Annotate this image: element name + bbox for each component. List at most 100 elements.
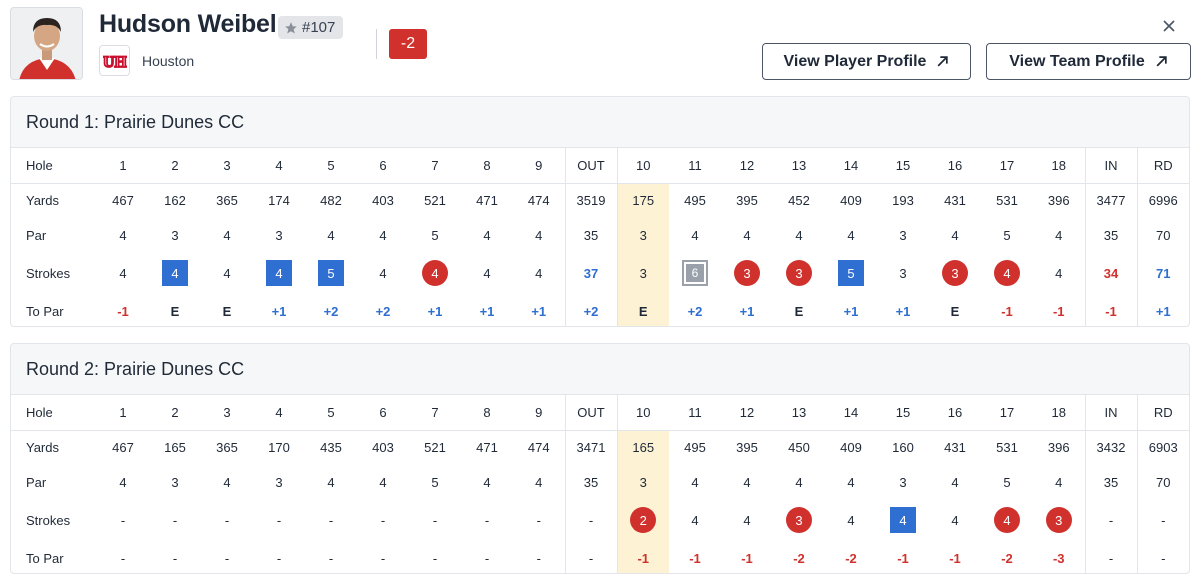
hole-number: 7 xyxy=(431,404,439,420)
stroke-value: - xyxy=(1161,512,1166,528)
score-cell: 474 xyxy=(513,430,565,465)
score-cell: 431 xyxy=(929,430,981,465)
yards-value: 474 xyxy=(527,440,550,456)
par-value: 4 xyxy=(951,228,959,243)
yards-value: 174 xyxy=(268,193,290,209)
close-icon xyxy=(1163,20,1175,32)
row-label: Strokes xyxy=(26,512,71,528)
yards-value: 431 xyxy=(944,440,966,456)
score-cell: 8 xyxy=(461,148,513,184)
score-cell: 11 xyxy=(669,148,721,184)
score-cell: 3 xyxy=(149,465,201,500)
hole-number: OUT xyxy=(577,157,605,173)
score-cell: -1 xyxy=(669,540,721,573)
score-cell: 4 xyxy=(409,253,461,293)
to-par-value: - xyxy=(172,550,178,566)
score-cell: 5 xyxy=(305,395,357,431)
par-value: 5 xyxy=(1003,475,1011,490)
score-cell: - xyxy=(97,540,149,573)
stroke-total: 34 xyxy=(1103,265,1119,281)
score-cell: 395 xyxy=(721,430,773,465)
score-cell: - xyxy=(513,500,565,540)
hole-number: 14 xyxy=(843,404,859,420)
to-par-value: -2 xyxy=(1001,550,1013,566)
yards-value: 170 xyxy=(268,440,290,456)
yards-value: 396 xyxy=(1047,440,1070,456)
par-value: 70 xyxy=(1156,475,1171,490)
hole-number: 8 xyxy=(483,157,491,173)
stroke-value: 4 xyxy=(379,265,387,281)
score-cell: 1 xyxy=(97,395,149,431)
hole-number: 2 xyxy=(171,404,179,420)
score-cell: +1 xyxy=(721,293,773,326)
stroke-value: 4 xyxy=(1055,265,1063,281)
score-cell: 5 xyxy=(305,253,357,293)
score-cell: 4 xyxy=(721,465,773,500)
hole-number: 7 xyxy=(431,157,439,173)
view-player-profile-button[interactable]: View Player Profile xyxy=(762,43,971,80)
to-par-value: - xyxy=(484,550,490,566)
to-par-value: - xyxy=(1108,550,1114,566)
score-cell: 3 xyxy=(877,218,929,253)
score-cell: 4 xyxy=(97,218,149,253)
score-cell: 409 xyxy=(825,183,877,218)
to-par-value: +1 xyxy=(531,303,547,319)
score-cell: 4 xyxy=(669,218,721,253)
to-par-value: - xyxy=(1161,550,1166,566)
to-par-value: - xyxy=(536,550,541,566)
par-value: 4 xyxy=(483,228,491,243)
to-par-value: -1 xyxy=(1001,303,1013,319)
score-cell: 3 xyxy=(721,253,773,293)
par-value: 4 xyxy=(483,475,491,490)
header-divider xyxy=(376,29,377,59)
score-cell: 4 xyxy=(669,500,721,540)
score-cell: 17 xyxy=(981,148,1033,184)
row-label: Yards xyxy=(26,440,59,456)
hole-number: 2 xyxy=(171,157,179,173)
to-par-value: +1 xyxy=(271,303,287,319)
row-strokes: Strokes 4 4 4 4 5 4 4 4 4 37 3 6 3 3 5 3 3 4 4 34 71 xyxy=(11,253,1189,293)
hole-number: 1 xyxy=(119,157,127,173)
score-cell: 3 xyxy=(773,253,825,293)
yards-value: 403 xyxy=(372,193,394,209)
to-par-value: -3 xyxy=(1052,550,1065,566)
view-team-profile-button[interactable]: View Team Profile xyxy=(986,43,1191,80)
score-cell: E xyxy=(773,293,825,326)
close-button[interactable] xyxy=(1159,16,1179,36)
score-cell: - xyxy=(461,540,513,573)
score-cell: 482 xyxy=(305,183,357,218)
score-cell: 471 xyxy=(461,183,513,218)
score-cell: 14 xyxy=(825,148,877,184)
score-cell: 9 xyxy=(513,395,565,431)
score-cell: 7 xyxy=(409,148,461,184)
score-cell: 12 xyxy=(721,148,773,184)
scorecard-table: Hole 1 2 3 4 5 6 7 8 9 OUT 10 11 12 13 14 15 16 17 18 IN RD Ya… xyxy=(11,395,1189,573)
yards-value: 531 xyxy=(996,440,1018,456)
score-cell: 193 xyxy=(877,183,929,218)
par-value: 4 xyxy=(743,475,751,490)
score-cell: E xyxy=(929,293,981,326)
score-cell: 396 xyxy=(1033,183,1085,218)
to-par-value: -2 xyxy=(845,550,857,566)
stroke-value: - xyxy=(380,512,386,528)
score-cell: - xyxy=(357,500,409,540)
score-cell: 13 xyxy=(773,395,825,431)
score-cell: +2 xyxy=(305,293,357,326)
score-cell: 2 xyxy=(149,148,201,184)
score-cell: 409 xyxy=(825,430,877,465)
par-value: 3 xyxy=(639,475,647,490)
score-cell: +2 xyxy=(669,293,721,326)
stroke-total: 71 xyxy=(1156,265,1171,281)
double-bogey-marker: 6 xyxy=(682,260,708,286)
score-cell: 365 xyxy=(201,183,253,218)
score-cell: 4 xyxy=(461,465,513,500)
score-cell: 12 xyxy=(721,395,773,431)
star-icon xyxy=(285,21,297,34)
stroke-value: - xyxy=(588,512,594,528)
score-cell: 165 xyxy=(149,430,201,465)
yards-value: 450 xyxy=(788,440,810,456)
score-cell: 4 xyxy=(513,218,565,253)
par-value: 70 xyxy=(1156,228,1171,243)
score-cell: 175 xyxy=(616,183,669,218)
to-par-value: +2 xyxy=(687,303,703,319)
